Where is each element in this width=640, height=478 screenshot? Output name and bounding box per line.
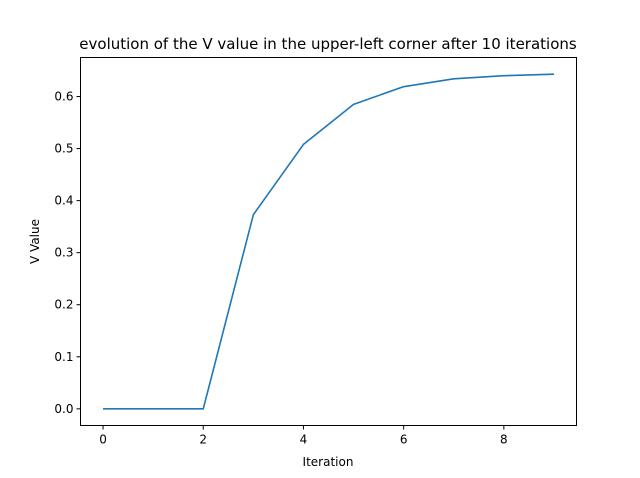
- series-line-0: [103, 73, 554, 410]
- x-tick-label: 4: [300, 433, 308, 447]
- data-point: [553, 73, 555, 75]
- data-point: [353, 104, 355, 106]
- data-point: [102, 408, 104, 410]
- y-tick-label: 0.0: [54, 402, 73, 416]
- x-axis-label: Iteration: [303, 455, 354, 469]
- y-tick-label: 0.3: [54, 246, 73, 260]
- series-layer: [102, 73, 555, 410]
- x-tick-label: 6: [400, 433, 408, 447]
- y-tick-label: 0.5: [54, 142, 73, 156]
- data-point: [453, 78, 455, 80]
- plot-area: [80, 57, 577, 426]
- x-axis-ticks: 0 2 4 6 8: [99, 425, 508, 447]
- y-tick-label: 0.1: [54, 350, 73, 364]
- y-axis-label: V Value: [28, 219, 42, 264]
- x-tick-label: 2: [199, 433, 207, 447]
- y-tick-label: 0.4: [54, 194, 73, 208]
- data-point: [152, 408, 154, 410]
- y-axis-ticks: 0.0 0.1 0.2 0.3 0.4 0.5 0.6: [54, 90, 81, 416]
- data-point: [403, 86, 405, 88]
- axes-frame: [80, 57, 577, 426]
- x-tick-label: 0: [99, 433, 107, 447]
- chart-title: evolution of the V value in the upper-le…: [79, 35, 577, 53]
- data-point: [202, 408, 204, 410]
- data-point: [303, 144, 305, 146]
- y-tick-label: 0.6: [54, 90, 73, 104]
- x-tick-label: 8: [500, 433, 508, 447]
- data-point: [503, 75, 505, 77]
- y-tick-label: 0.2: [54, 298, 73, 312]
- data-point: [253, 214, 255, 216]
